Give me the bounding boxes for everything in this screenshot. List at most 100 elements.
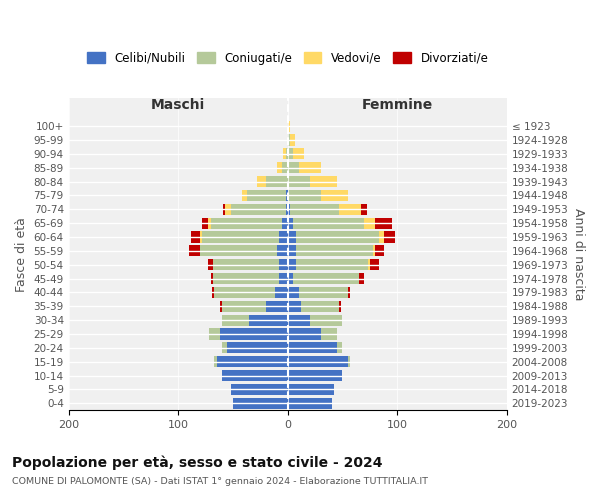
Bar (222, 301, 266, 312)
Bar (293, 218, 364, 228)
Bar (266, 301, 287, 312)
Bar (287, 287, 299, 298)
Bar (202, 218, 208, 228)
Bar (293, 148, 304, 160)
Bar (233, 398, 287, 409)
Bar (348, 287, 350, 298)
Bar (202, 232, 279, 242)
Bar (277, 246, 287, 256)
Bar (257, 176, 266, 187)
Bar (370, 259, 379, 270)
Bar (301, 301, 339, 312)
Bar (296, 232, 379, 242)
Bar (287, 162, 299, 173)
Bar (222, 370, 287, 381)
Bar (247, 190, 286, 201)
Bar (287, 328, 320, 340)
Legend: Celibi/Nubili, Coniugati/e, Vedovi/e, Divorziati/e: Celibi/Nubili, Coniugati/e, Vedovi/e, Di… (83, 48, 492, 68)
Bar (283, 148, 286, 160)
Bar (287, 204, 290, 215)
Bar (299, 162, 320, 173)
Bar (223, 204, 225, 215)
Bar (275, 287, 287, 298)
Bar (209, 328, 220, 340)
Bar (359, 273, 364, 284)
Bar (287, 232, 296, 242)
Bar (320, 328, 337, 340)
Bar (189, 246, 200, 256)
Bar (287, 342, 337, 353)
Bar (220, 301, 222, 312)
Bar (287, 384, 334, 395)
Bar (279, 232, 287, 242)
Bar (376, 218, 392, 228)
Bar (211, 273, 213, 284)
Bar (379, 232, 384, 242)
Bar (287, 301, 301, 312)
Bar (287, 148, 293, 160)
Bar (279, 273, 287, 284)
Bar (320, 190, 348, 201)
Bar (339, 301, 341, 312)
Bar (287, 273, 293, 284)
Text: Femmine: Femmine (362, 98, 433, 112)
Bar (339, 204, 361, 215)
Bar (293, 273, 359, 284)
Bar (282, 162, 287, 173)
Bar (225, 204, 231, 215)
Bar (250, 314, 287, 326)
Bar (348, 356, 350, 368)
Bar (227, 342, 287, 353)
Text: Popolazione per età, sesso e stato civile - 2024: Popolazione per età, sesso e stato civil… (12, 455, 383, 469)
Bar (191, 232, 200, 242)
Bar (231, 384, 287, 395)
Text: Maschi: Maschi (151, 98, 205, 112)
Bar (286, 148, 287, 160)
Bar (213, 273, 279, 284)
Bar (231, 204, 286, 215)
Bar (286, 190, 287, 201)
Bar (287, 356, 348, 368)
Y-axis label: Anni di nascita: Anni di nascita (572, 208, 585, 300)
Bar (337, 342, 343, 353)
Bar (368, 259, 370, 270)
Bar (200, 232, 202, 242)
Bar (287, 218, 293, 228)
Bar (222, 342, 227, 353)
Bar (214, 356, 217, 368)
Bar (212, 287, 214, 298)
Bar (277, 162, 282, 173)
Bar (287, 134, 290, 145)
Y-axis label: Fasce di età: Fasce di età (15, 217, 28, 292)
Text: COMUNE DI PALOMONTE (SA) - Dati ISTAT 1° gennaio 2024 - Elaborazione TUTTITALIA.: COMUNE DI PALOMONTE (SA) - Dati ISTAT 1°… (12, 478, 428, 486)
Bar (287, 314, 310, 326)
Bar (286, 204, 287, 215)
Bar (287, 398, 331, 409)
Bar (242, 190, 247, 201)
Bar (310, 314, 343, 326)
Bar (287, 120, 290, 132)
Bar (208, 259, 213, 270)
Bar (364, 218, 376, 228)
Bar (279, 259, 287, 270)
Bar (287, 190, 320, 201)
Bar (217, 356, 287, 368)
Bar (287, 246, 296, 256)
Bar (384, 232, 395, 242)
Bar (376, 246, 384, 256)
Bar (290, 204, 339, 215)
Bar (296, 246, 373, 256)
Bar (310, 176, 337, 187)
Bar (296, 259, 368, 270)
Bar (287, 259, 296, 270)
Bar (361, 204, 367, 215)
Bar (214, 287, 275, 298)
Bar (200, 246, 277, 256)
Bar (266, 176, 287, 187)
Bar (373, 246, 376, 256)
Bar (282, 218, 287, 228)
Bar (290, 134, 295, 145)
Bar (208, 218, 211, 228)
Bar (287, 370, 343, 381)
Bar (211, 218, 282, 228)
